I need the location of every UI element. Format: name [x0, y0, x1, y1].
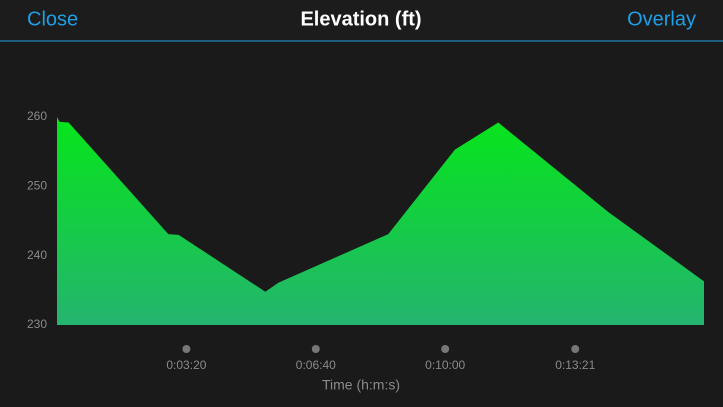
y-tick-label: 250 [27, 179, 47, 193]
x-tick-label: 0:10:00 [425, 358, 465, 372]
y-tick-label: 240 [27, 248, 47, 262]
header-bar [0, 0, 723, 41]
overlay-button[interactable]: Overlay [627, 8, 696, 30]
x-tick-dot [182, 345, 191, 353]
elevation-area [57, 117, 704, 325]
screen-title: Elevation (ft) [300, 8, 421, 30]
x-tick-dot [571, 345, 580, 353]
x-axis-label: Time (h:m:s) [322, 377, 400, 393]
y-tick-label: 230 [27, 317, 47, 331]
x-tick-label: 0:03:20 [166, 358, 206, 372]
x-tick-dot [441, 345, 450, 353]
x-tick-label: 0:13:21 [555, 358, 595, 372]
x-tick-dot [311, 345, 320, 353]
x-tick-label: 0:06:40 [296, 358, 336, 372]
close-button[interactable]: Close [27, 8, 78, 30]
y-tick-label: 260 [27, 109, 47, 123]
